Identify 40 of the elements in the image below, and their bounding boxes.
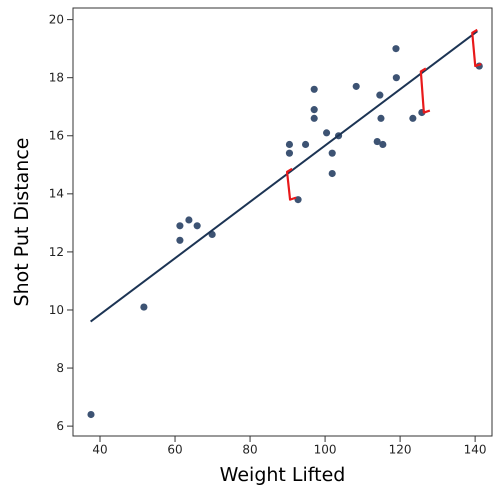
y-tick-label: 8 xyxy=(56,360,64,375)
point xyxy=(176,222,184,230)
x-axis-title: Weight Lifted xyxy=(220,464,346,486)
x-tick-label: 40 xyxy=(92,442,108,457)
y-axis-title: Shot Put Distance xyxy=(11,138,33,306)
point xyxy=(176,236,184,244)
point xyxy=(185,216,192,224)
x-tick-label: 120 xyxy=(388,442,412,457)
point xyxy=(310,106,318,114)
point xyxy=(302,140,310,148)
point xyxy=(87,410,95,418)
point xyxy=(328,170,336,178)
point xyxy=(374,138,381,146)
point xyxy=(194,222,201,230)
x-tick-label: 100 xyxy=(314,442,337,457)
point xyxy=(379,140,386,148)
y-tick-label: 6 xyxy=(56,418,64,433)
point xyxy=(294,196,302,204)
point xyxy=(328,150,336,157)
point xyxy=(286,150,294,157)
point xyxy=(376,92,384,99)
x-tick-label: 60 xyxy=(167,442,183,457)
point xyxy=(392,74,400,82)
point xyxy=(310,86,318,93)
y-tick-label: 16 xyxy=(48,128,64,143)
y-tick-label: 14 xyxy=(48,186,64,201)
y-tick-label: 20 xyxy=(48,12,64,26)
point xyxy=(286,140,294,148)
point xyxy=(310,114,318,122)
point xyxy=(323,129,330,136)
y-tick-label: 12 xyxy=(48,244,64,259)
point xyxy=(140,304,148,311)
point xyxy=(392,45,400,52)
y-tick-label: 18 xyxy=(48,70,64,85)
point xyxy=(352,82,360,90)
x-tick-label: 80 xyxy=(242,442,258,457)
point xyxy=(377,114,385,122)
x-tick-label: 140 xyxy=(464,442,487,457)
y-tick-label: 10 xyxy=(48,302,64,317)
point xyxy=(409,114,416,122)
